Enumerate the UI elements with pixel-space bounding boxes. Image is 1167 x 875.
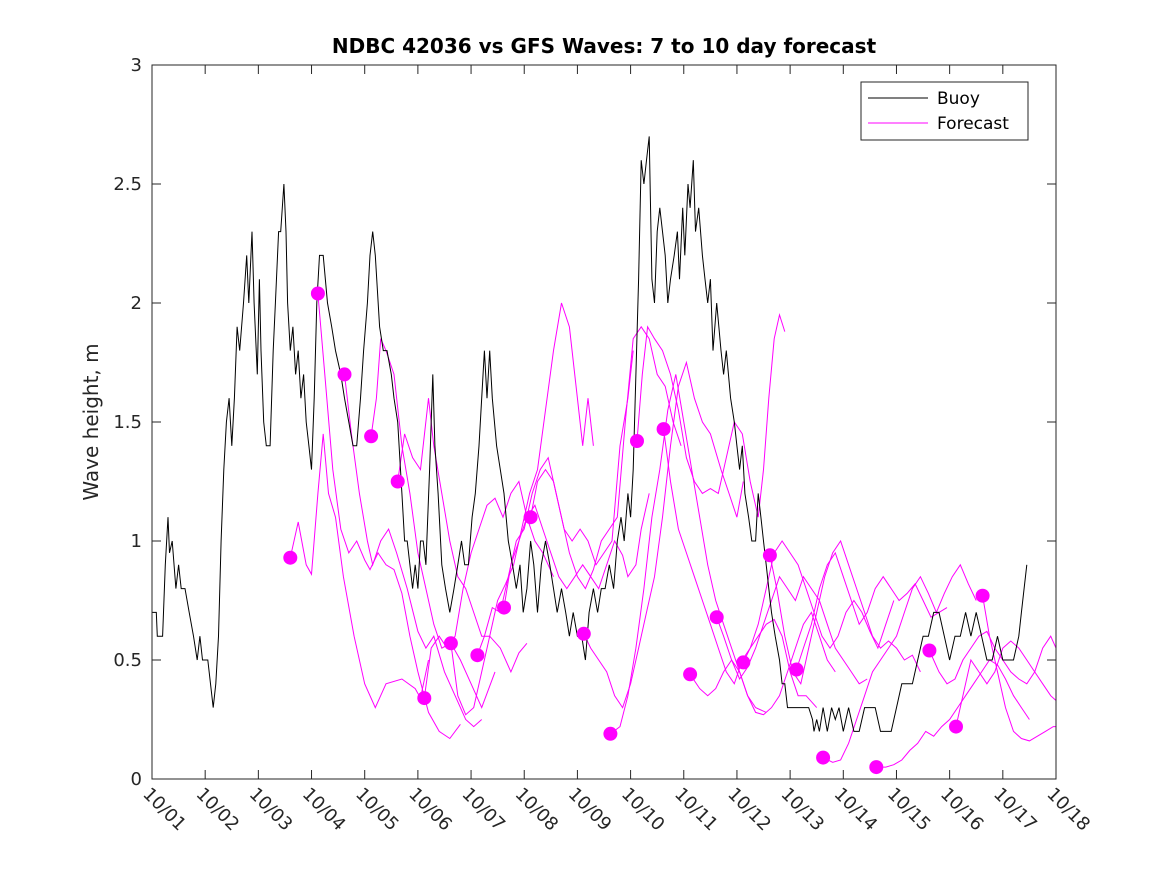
forecast-line-7 [450, 302, 594, 716]
forecast-start-marker-14 [656, 422, 671, 437]
forecast-start-marker-16 [709, 610, 724, 625]
forecast-start-marker-9 [497, 600, 511, 615]
y-tick-label-1: 0.5 [113, 650, 142, 671]
forecast-line-2 [317, 293, 461, 740]
forecast-line-4 [370, 338, 496, 709]
forecast-line-14 [663, 429, 818, 708]
forecast-start-marker-20 [816, 750, 831, 765]
forecast-line-10 [530, 325, 682, 590]
forecast-line-24 [982, 595, 1056, 742]
forecast-line-12 [610, 374, 767, 735]
forecast-line-3 [344, 374, 483, 728]
forecast-start-marker-5 [390, 474, 405, 489]
forecast-line-13 [636, 312, 786, 518]
legend-forecast-label: Forecast [937, 114, 1009, 134]
forecast-start-marker-6 [417, 691, 432, 706]
forecast-start-marker-10 [523, 510, 538, 525]
forecast-line-5 [397, 398, 528, 674]
forecast-start-marker-19 [789, 662, 804, 677]
forecast-start-markers [283, 286, 990, 775]
forecast-start-marker-3 [337, 367, 352, 382]
forecast-start-marker-1 [283, 550, 298, 565]
forecast-line-19 [796, 551, 948, 670]
forecast-start-marker-22 [922, 643, 937, 658]
y-tick-label-5: 2.5 [113, 174, 142, 195]
forecast-line-21 [876, 659, 1030, 768]
forecast-start-marker-4 [364, 429, 379, 444]
forecast-start-marker-17 [736, 655, 751, 670]
forecast-start-marker-7 [443, 636, 458, 651]
forecast-start-marker-13 [630, 434, 644, 448]
buoy-line [152, 136, 1028, 732]
forecast-line-16 [716, 575, 868, 685]
chart-title: NDBC 42036 vs GFS Waves: 7 to 10 day for… [332, 34, 877, 58]
y-tick-label-3: 1.5 [113, 412, 142, 433]
forecast-start-marker-24 [975, 588, 990, 603]
legend-box [860, 81, 1029, 141]
legend: Buoy Forecast [860, 81, 1029, 141]
legend-buoy-label: Buoy [937, 89, 980, 109]
forecast-line-23 [955, 640, 1057, 727]
forecast-start-marker-11 [576, 626, 591, 641]
forecast-start-marker-18 [762, 548, 777, 563]
forecast-line-11 [583, 360, 744, 709]
forecast-line-20 [822, 563, 977, 763]
forecast-start-marker-21 [869, 760, 884, 775]
forecast-line-15 [689, 611, 836, 716]
y-tick-label-4: 2 [131, 293, 142, 314]
forecast-line-1 [289, 433, 429, 709]
forecast-line-17 [742, 540, 895, 663]
forecast-start-marker-12 [603, 726, 618, 741]
y-tick-label-2: 1 [131, 531, 142, 552]
forecast-start-marker-8 [470, 648, 485, 663]
y-tick-label-0: 0 [131, 769, 142, 790]
forecast-start-marker-23 [949, 719, 963, 734]
y-tick-label-6: 3 [131, 55, 142, 76]
forecast-start-marker-2 [310, 286, 325, 301]
forecast-start-marker-15 [683, 667, 698, 682]
y-axis-label: Wave height, m [79, 343, 103, 500]
